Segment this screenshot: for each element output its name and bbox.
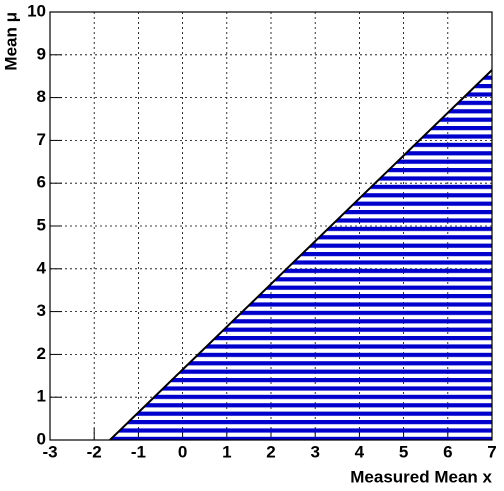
x-tick-label: -2 bbox=[87, 442, 102, 461]
x-tick-label: 2 bbox=[266, 442, 275, 461]
x-tick-label: 1 bbox=[222, 442, 231, 461]
x-tick-label: 7 bbox=[487, 442, 496, 461]
x-tick-label: -1 bbox=[131, 442, 146, 461]
x-tick-label: 6 bbox=[443, 442, 452, 461]
y-tick-label: 3 bbox=[37, 301, 46, 320]
y-tick-label: 9 bbox=[37, 44, 46, 63]
y-tick-label: 10 bbox=[27, 1, 46, 20]
y-tick-label: 8 bbox=[37, 87, 46, 106]
y-axis-title: Mean μ bbox=[1, 12, 20, 71]
plot-frame bbox=[49, 11, 493, 441]
y-tick-label: 6 bbox=[37, 173, 46, 192]
y-tick-label: 4 bbox=[37, 258, 47, 277]
y-tick-label: 0 bbox=[37, 429, 46, 448]
y-tick-label: 1 bbox=[37, 387, 46, 406]
x-axis-title: Measured Mean x bbox=[350, 467, 492, 486]
x-tick-label: 4 bbox=[355, 442, 365, 461]
y-tick-label: 7 bbox=[37, 130, 46, 149]
y-tick-label: 5 bbox=[37, 215, 46, 234]
x-tick-label: -3 bbox=[42, 442, 57, 461]
x-tick-label: 5 bbox=[399, 442, 408, 461]
x-tick-label: 3 bbox=[310, 442, 319, 461]
x-tick-label: 0 bbox=[178, 442, 187, 461]
y-tick-label: 2 bbox=[37, 344, 46, 363]
boundary-line bbox=[109, 69, 493, 441]
